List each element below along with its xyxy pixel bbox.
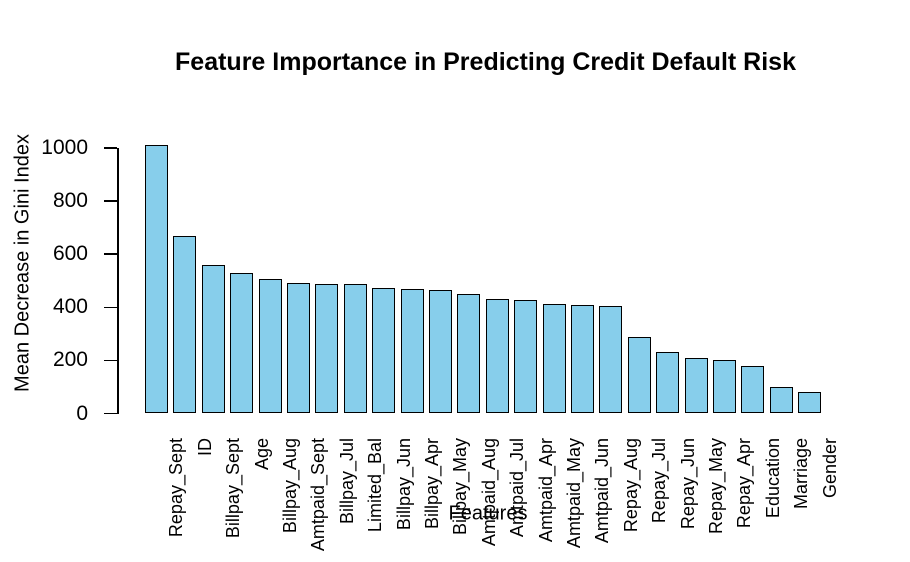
bar-Billpay_Jul	[315, 283, 339, 414]
bar-Age	[230, 273, 254, 414]
chart-title: Feature Importance in Predicting Credit …	[175, 48, 796, 76]
y-tick-mark	[104, 200, 117, 202]
x-tick-label-text: Age	[251, 438, 272, 471]
bar-Repay_Jul	[627, 337, 651, 414]
y-tick-mark	[104, 253, 117, 255]
x-tick-label-text: Repay_Apr	[734, 438, 755, 529]
y-tick-label: 600	[52, 242, 88, 266]
x-tick-label-text: Billpay_Jun	[393, 438, 414, 531]
bar-Billpay_Sept	[201, 264, 225, 414]
y-tick-mark	[104, 306, 117, 309]
bar-Gender	[798, 391, 822, 414]
y-tick-label: 200	[52, 348, 88, 372]
bar-Limited_Bal	[343, 283, 367, 414]
x-tick-label-text: Gender	[819, 438, 840, 499]
bar-Billpay_May	[429, 290, 452, 414]
bar-Billpay_Apr	[400, 288, 424, 414]
bar-ID	[173, 236, 197, 414]
bar-Repay_Sept	[145, 145, 168, 414]
y-axis-line	[117, 148, 119, 414]
x-tick-label-text: Billpay_Sept	[223, 438, 244, 539]
bar-Billpay_Jun	[372, 288, 396, 414]
x-tick-label-text: Billpay_Apr	[422, 438, 443, 530]
x-tick-label-text: Billpay_Aug	[280, 438, 301, 534]
y-tick-mark	[104, 359, 117, 362]
x-tick-label-text: Repay_Sept	[166, 438, 187, 538]
bar-Repay_Apr	[713, 359, 736, 414]
y-tick-mark	[104, 147, 117, 149]
y-tick-label: 1000	[41, 136, 88, 159]
x-tick-label-text: Billpay_May	[450, 438, 471, 536]
x-tick-label-text: Marriage	[791, 438, 812, 510]
bar-Amtpaid_Sept	[287, 283, 310, 414]
x-tick-label-text: Repay_May	[706, 438, 727, 535]
x-tick-label-text: ID	[194, 438, 215, 456]
x-tick-label-text: Amtpaid_Apr	[535, 438, 556, 543]
bar-Billpay_Aug	[258, 278, 282, 414]
bar-Amtpaid_Jul	[485, 299, 509, 414]
bar-Marriage	[769, 386, 793, 414]
bar-Repay_Jun	[656, 352, 680, 414]
bar-Repay_May	[684, 357, 708, 414]
x-axis-label: Features	[448, 502, 528, 525]
bar-Repay_Aug	[599, 305, 623, 414]
x-tick-label-text: Repay_Jun	[677, 438, 698, 530]
bar-Amtpaid_May	[542, 304, 566, 414]
bar-Education	[741, 366, 765, 414]
x-tick-label-text: Amtpaid_Sept	[308, 438, 329, 552]
x-tick-label-text: Amtpaid_Jun	[592, 438, 613, 544]
bar-Amtpaid_Aug	[457, 294, 481, 414]
x-tick-label-text: Amtpaid_Jul	[507, 438, 528, 538]
x-tick-label-text: Amtpaid_May	[564, 438, 585, 549]
x-tick-label-text: Amtpaid_Aug	[478, 438, 499, 547]
x-tick-label-text: Billpay_Jul	[336, 438, 357, 525]
bar-Amtpaid_Apr	[514, 300, 538, 414]
x-tick-label-text: Repay_Jul	[649, 438, 670, 524]
bar-Amtpaid_Jun	[571, 305, 594, 414]
x-tick-label-text: Limited_Bal	[365, 438, 386, 533]
y-tick-label: 800	[52, 189, 88, 213]
x-tick-label-text: Education	[762, 438, 783, 519]
y-tick-mark	[104, 412, 117, 415]
y-tick-label: 400	[52, 295, 88, 319]
x-tick-label-text: Repay_Aug	[620, 438, 641, 533]
y-tick-label: 0	[76, 401, 88, 425]
